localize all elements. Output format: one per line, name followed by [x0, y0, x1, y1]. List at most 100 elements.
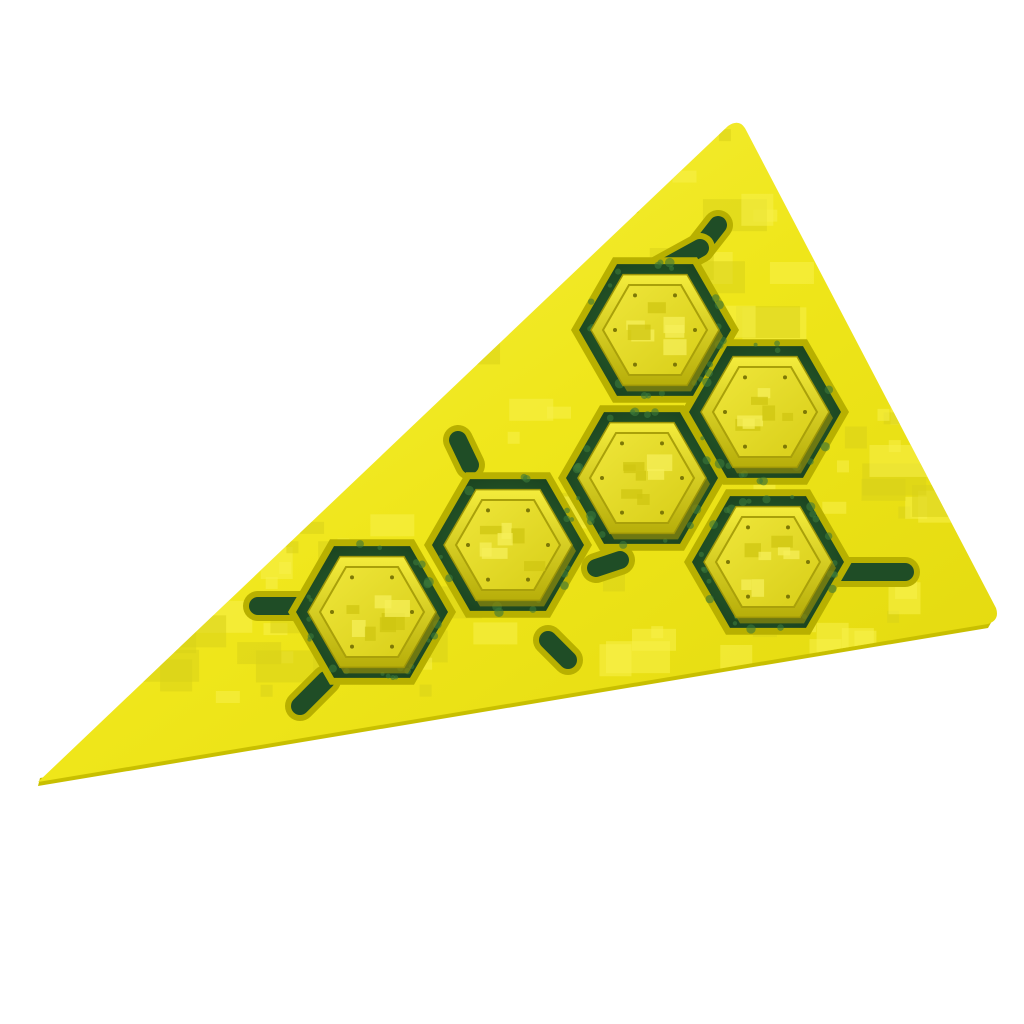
- hex-rivet: [803, 410, 807, 414]
- hex-rivet: [693, 328, 697, 332]
- channel-speckle: [643, 411, 651, 419]
- camo-block: [410, 736, 443, 769]
- hex-camo-block: [384, 599, 410, 617]
- camo-block: [121, 404, 146, 417]
- camo-block: [69, 140, 134, 173]
- channel-speckle: [746, 498, 752, 504]
- channel-speckle: [732, 621, 738, 626]
- camo-block: [912, 484, 977, 517]
- camo-block: [237, 642, 282, 665]
- camo-block: [990, 568, 997, 581]
- hex-rivet: [620, 510, 624, 515]
- camo-block: [720, 644, 753, 677]
- hex-rivet: [806, 560, 810, 564]
- channel-speckle: [431, 632, 439, 640]
- hex-rivet: [660, 441, 664, 446]
- camo-block: [235, 541, 248, 554]
- channel-speckle: [738, 498, 747, 507]
- camo-block: [46, 364, 69, 387]
- channel-speckle: [560, 581, 569, 590]
- camo-block: [94, 294, 139, 317]
- channel-speckle: [709, 520, 718, 529]
- channel-line: [539, 631, 577, 669]
- hex-rivet: [390, 644, 394, 649]
- camo-block: [945, 180, 968, 203]
- hex-rivet: [526, 508, 530, 513]
- camo-block: [529, 792, 553, 804]
- hex-camo-block: [771, 535, 793, 548]
- channel-speckle: [598, 531, 606, 538]
- camo-block: [278, 448, 303, 461]
- hex-camo-block: [757, 388, 771, 399]
- camo-block: [877, 679, 900, 702]
- camo-block: [785, 745, 798, 758]
- camo-block: [208, 578, 221, 591]
- camo-block: [159, 130, 192, 163]
- hex-rivet: [330, 610, 334, 614]
- camo-block: [199, 220, 212, 233]
- channel-speckle: [573, 462, 584, 473]
- channel-speckle: [423, 579, 433, 589]
- channel-speckle: [583, 445, 591, 453]
- camo-block: [320, 226, 345, 239]
- hex-rivet: [620, 441, 624, 446]
- camo-block: [336, 285, 359, 308]
- hex-rivet: [680, 476, 684, 480]
- channel-speckle: [529, 605, 537, 613]
- camo-block: [509, 398, 554, 421]
- channel-speckle: [588, 298, 595, 305]
- channel-speckle: [657, 259, 664, 266]
- camo-block: [877, 408, 890, 421]
- hex-camo-block: [351, 619, 366, 637]
- channel-speckle: [809, 510, 817, 518]
- camo-block: [677, 744, 702, 757]
- channel-speckle: [812, 515, 820, 523]
- hex-camo-block: [646, 454, 673, 472]
- hex-rivet: [660, 510, 664, 515]
- camo-block: [265, 576, 278, 589]
- channel-speckle: [606, 414, 614, 422]
- camo-block: [42, 446, 65, 469]
- camo-block: [376, 253, 401, 266]
- camo-block: [436, 332, 501, 365]
- camo-block: [198, 122, 220, 143]
- camo-block: [182, 444, 205, 467]
- camo-block: [144, 445, 189, 468]
- channel-speckle: [698, 551, 704, 558]
- hex-camo-block: [497, 533, 513, 546]
- channel-speckle: [587, 515, 594, 522]
- channel-speckle: [651, 408, 659, 416]
- channel-speckle: [413, 559, 420, 566]
- hex-camo-block: [481, 547, 508, 559]
- camo-block: [320, 766, 353, 783]
- camo-block: [967, 125, 990, 148]
- camo-block: [718, 129, 731, 142]
- channel-speckle: [711, 294, 720, 302]
- hex-camo-block: [647, 302, 666, 314]
- channel-speckle: [390, 674, 396, 681]
- channel-speckle: [824, 532, 833, 540]
- hex-face: [318, 565, 426, 659]
- camo-block: [801, 130, 866, 163]
- hex-rivet: [673, 293, 677, 298]
- channel-speckle: [706, 361, 714, 368]
- camo-block: [403, 221, 426, 244]
- camo-block: [177, 285, 222, 308]
- hex-camo-block: [621, 489, 643, 499]
- channel-speckle: [385, 673, 391, 679]
- hex-rivet: [743, 444, 747, 449]
- camo-block: [769, 261, 814, 284]
- channel-speckle: [702, 456, 711, 465]
- channel-speckle: [702, 377, 712, 387]
- hex-rivet: [486, 508, 490, 513]
- hex-rivet: [546, 543, 550, 547]
- camo-block: [251, 200, 276, 213]
- channel-speckle: [697, 376, 704, 382]
- camo-block: [631, 628, 676, 651]
- camo-block: [108, 270, 121, 283]
- channel-speckle: [806, 502, 816, 512]
- camo-block: [215, 690, 240, 703]
- camo-block: [404, 181, 427, 204]
- camo-block: [84, 641, 129, 664]
- channel-speckle: [756, 477, 763, 485]
